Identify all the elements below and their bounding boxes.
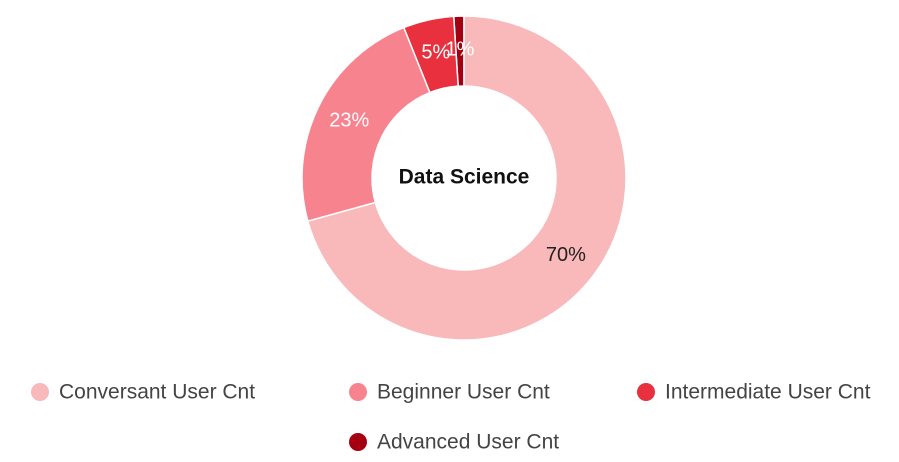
slice-label: 70% [546, 244, 586, 266]
legend-marker [637, 383, 655, 401]
legend-label: Advanced User Cnt [377, 431, 559, 454]
legend-label: Conversant User Cnt [59, 381, 255, 404]
slice [402, 15, 459, 94]
legend-marker [349, 433, 367, 451]
slice [306, 15, 627, 341]
legend-marker [349, 383, 367, 401]
legend-label: Beginner User Cnt [377, 381, 550, 404]
legend-marker [31, 383, 49, 401]
slice [301, 26, 431, 223]
slice-label: 23% [329, 109, 369, 131]
slice-label: 5% [421, 41, 450, 63]
chart-title: Data Science [399, 166, 530, 189]
legend-label: Intermediate User Cnt [665, 381, 871, 404]
slice-label: 1% [445, 38, 474, 60]
